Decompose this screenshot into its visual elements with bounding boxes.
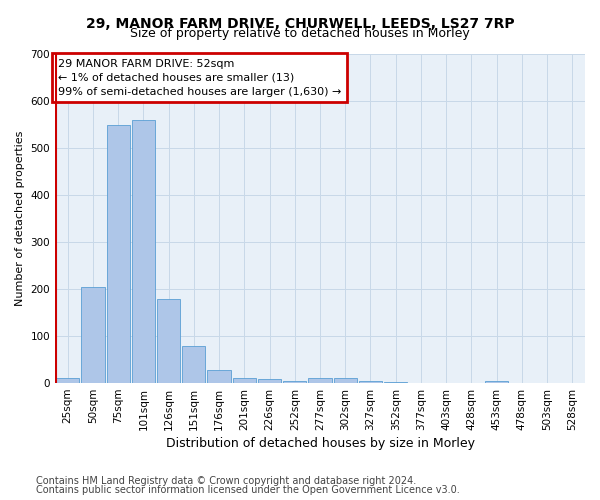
Y-axis label: Number of detached properties: Number of detached properties [15, 131, 25, 306]
Bar [283, 380, 307, 383]
Bar [81, 286, 104, 383]
Bar [258, 380, 281, 383]
Text: Contains HM Land Registry data © Crown copyright and database right 2024.: Contains HM Land Registry data © Crown c… [36, 476, 416, 486]
Bar [107, 124, 130, 383]
Bar [157, 300, 180, 383]
Bar [182, 346, 205, 383]
Bar [334, 378, 357, 383]
Bar [208, 370, 230, 383]
Bar [233, 378, 256, 383]
Bar [485, 380, 508, 383]
Text: Contains public sector information licensed under the Open Government Licence v3: Contains public sector information licen… [36, 485, 460, 495]
Text: 29 MANOR FARM DRIVE: 52sqm
← 1% of detached houses are smaller (13)
99% of semi-: 29 MANOR FARM DRIVE: 52sqm ← 1% of detac… [58, 59, 341, 97]
X-axis label: Distribution of detached houses by size in Morley: Distribution of detached houses by size … [166, 437, 475, 450]
Text: Size of property relative to detached houses in Morley: Size of property relative to detached ho… [130, 28, 470, 40]
Bar [56, 378, 79, 383]
Bar [308, 378, 332, 383]
Text: 29, MANOR FARM DRIVE, CHURWELL, LEEDS, LS27 7RP: 29, MANOR FARM DRIVE, CHURWELL, LEEDS, L… [86, 18, 514, 32]
Bar [359, 380, 382, 383]
Bar [132, 120, 155, 383]
Bar [384, 382, 407, 383]
